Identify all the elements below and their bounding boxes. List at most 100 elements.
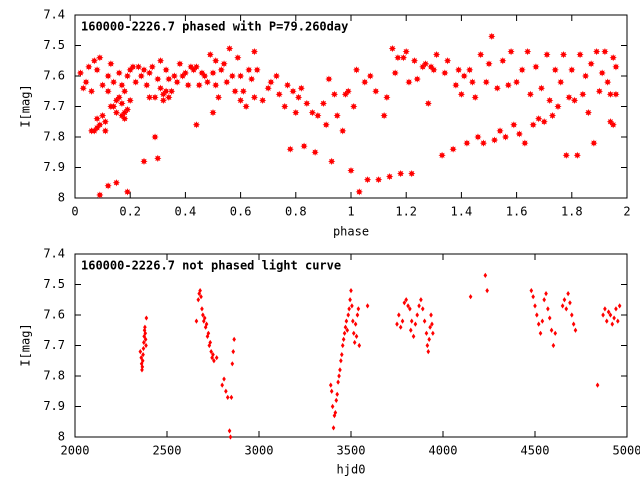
data-point [140, 367, 144, 373]
data-point [380, 112, 388, 120]
x-tick-label: 2000 [61, 444, 90, 458]
y-tick-label: 7.5 [43, 38, 65, 52]
data-point [584, 109, 592, 117]
data-point [342, 330, 347, 336]
data-point [224, 388, 228, 394]
data-point [551, 342, 556, 349]
data-point [496, 127, 504, 135]
x-tick-label: 0.4 [175, 205, 197, 219]
data-point [606, 309, 611, 315]
data-point [438, 151, 446, 159]
data-point [192, 63, 201, 71]
x-tick-label: 5000 [613, 444, 640, 458]
data-point [410, 57, 419, 65]
data-point [537, 84, 546, 92]
data-point [151, 133, 159, 141]
data-point [198, 288, 202, 294]
data-point [548, 112, 557, 120]
data-point [336, 379, 340, 385]
y-tick-label: 7.7 [43, 99, 65, 113]
data-point [355, 312, 360, 318]
data-point [402, 300, 407, 306]
data-point [194, 318, 199, 324]
data-point [485, 60, 493, 68]
data-point [420, 306, 425, 312]
data-point [104, 182, 112, 190]
data-point [483, 272, 488, 278]
data-point [209, 109, 217, 117]
x-tick-label: 1.4 [451, 205, 473, 219]
data-point [601, 312, 605, 318]
data-point [126, 96, 134, 104]
data-point [148, 63, 156, 71]
data-point [228, 72, 236, 80]
data-point [557, 78, 565, 86]
data-point [201, 312, 205, 318]
data-point [340, 342, 345, 349]
data-point [402, 48, 410, 56]
data-point [354, 333, 359, 339]
data-point [168, 87, 176, 95]
data-point [217, 66, 225, 74]
data-point [118, 99, 126, 108]
data-point [96, 54, 104, 62]
data-point [477, 51, 485, 59]
data-point [413, 75, 421, 83]
data-point [485, 288, 489, 294]
data-point [601, 48, 609, 56]
data-point [408, 306, 412, 312]
data-point [248, 75, 256, 83]
data-point [140, 157, 148, 165]
data-point [551, 66, 559, 74]
data-point [123, 188, 132, 196]
data-point [455, 66, 463, 74]
data-point [614, 306, 618, 312]
data-point [510, 121, 518, 129]
data-point [566, 291, 570, 297]
data-point [209, 349, 213, 355]
data-point [546, 306, 550, 312]
data-point [430, 321, 434, 327]
data-point [606, 90, 615, 98]
data-point [349, 288, 353, 294]
y-tick-label: 7.7 [43, 338, 65, 352]
data-point [424, 99, 432, 108]
data-point [399, 54, 408, 62]
data-point [297, 84, 305, 92]
data-point [210, 355, 214, 361]
data-point [145, 69, 154, 77]
y-tick-label: 7.6 [43, 308, 65, 322]
data-point [201, 72, 209, 80]
x-tick-label: 2500 [153, 444, 182, 458]
data-point [154, 75, 162, 83]
data-point [449, 145, 457, 153]
data-point [143, 324, 147, 330]
data-point [138, 349, 143, 355]
data-point [424, 330, 429, 336]
data-point [565, 93, 573, 101]
y-tick-label: 7.5 [43, 277, 65, 291]
data-point [391, 69, 399, 77]
data-point [493, 84, 501, 92]
data-point [429, 312, 433, 318]
data-point [165, 93, 173, 101]
data-point [140, 358, 145, 364]
data-point [289, 87, 297, 95]
data-point [501, 133, 510, 141]
data-point [395, 321, 399, 327]
data-point [231, 349, 236, 355]
data-point [499, 57, 507, 65]
data-point [311, 148, 319, 156]
data-point [165, 75, 173, 83]
data-point [334, 397, 339, 403]
x-tick-label: 4000 [429, 444, 458, 458]
data-point [388, 44, 396, 53]
data-point [123, 105, 132, 114]
data-point [144, 315, 149, 321]
data-point [363, 176, 372, 184]
data-point [79, 84, 87, 92]
data-point [259, 96, 267, 104]
data-point [154, 154, 162, 162]
data-point [300, 142, 308, 150]
data-point [99, 112, 107, 120]
